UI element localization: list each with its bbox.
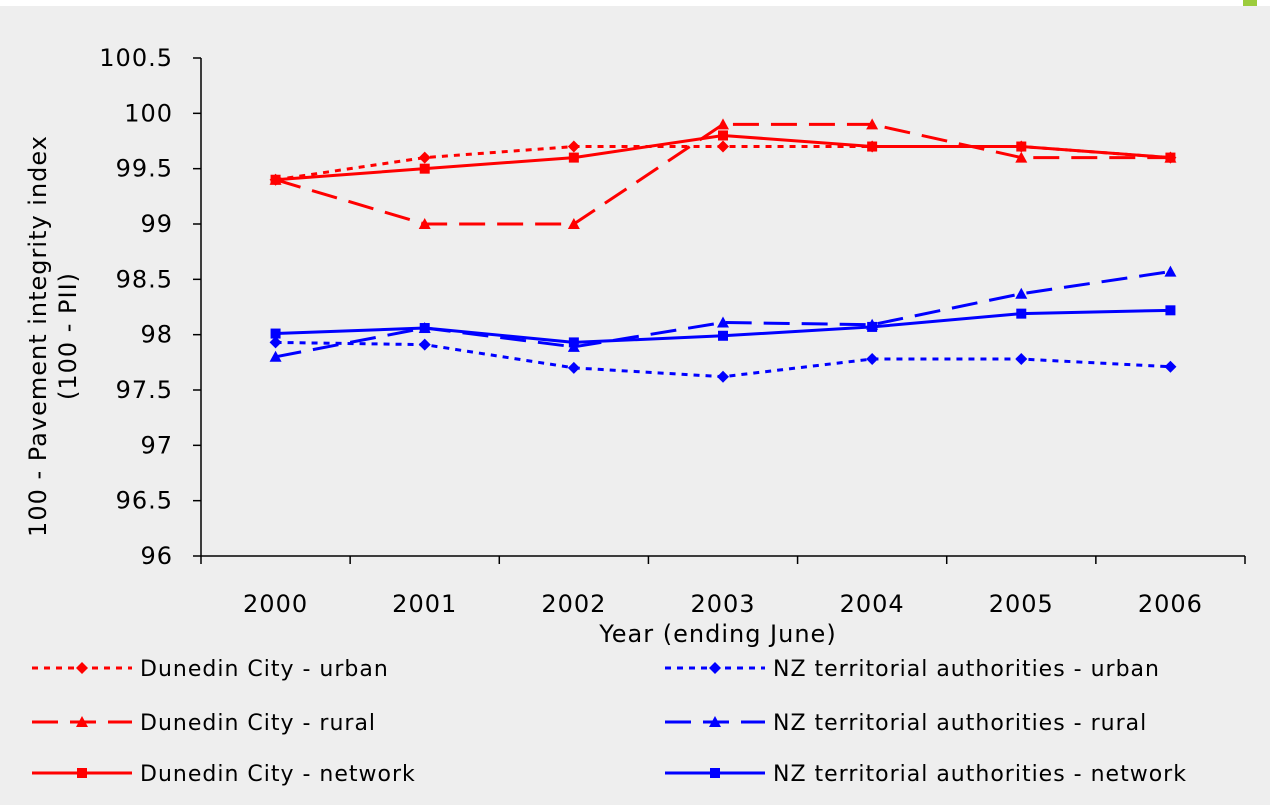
data-point-marker [1164, 360, 1177, 373]
data-point-marker [866, 118, 879, 130]
data-point-marker [1164, 265, 1177, 277]
data-point-marker [1015, 353, 1028, 366]
legend-item: Dunedin City - rural [32, 711, 376, 736]
data-point-marker [867, 321, 878, 332]
axes: 96 96.5 97 97.5 98 98.5 99 99.5 100 100.5 2000 2001… [99, 44, 1246, 618]
y-tick-label: 96.5 [116, 487, 173, 515]
legend-label: NZ territorial authorities - network [773, 762, 1187, 787]
legend-swatch-marker [709, 662, 721, 674]
legend-label: NZ territorial authorities - rural [773, 711, 1147, 736]
data-point-marker [418, 338, 431, 351]
legend-label: Dunedin City - rural [140, 711, 376, 736]
data-point-marker [419, 323, 430, 334]
y-axis-title-line2: (100 - PII) [54, 272, 82, 400]
y-tick-label: 100.5 [99, 44, 173, 72]
data-point-marker [717, 370, 729, 383]
y-tick-label: 97 [140, 431, 173, 459]
data-point-marker [1016, 308, 1027, 319]
legend-swatch-marker [77, 768, 87, 778]
data-point-marker [269, 350, 282, 362]
data-point-marker [419, 163, 430, 174]
x-tick-label: 2003 [690, 590, 755, 618]
legend-item: Dunedin City - urban [32, 657, 389, 682]
data-point-marker [1015, 151, 1028, 163]
legend-item: NZ territorial authorities - rural [665, 711, 1147, 736]
data-point-marker [717, 140, 729, 153]
x-tick-label: 2005 [989, 590, 1054, 618]
y-tick-label: 97.5 [116, 376, 173, 404]
top-strip [0, 0, 1270, 6]
data-point-marker [1165, 152, 1176, 163]
legend: Dunedin City - urban Dunedin City - rural… [32, 657, 1187, 787]
x-tick-label: 2002 [541, 590, 606, 618]
y-tick-label: 98 [140, 321, 173, 349]
series-4 [269, 336, 1177, 383]
series-6 [270, 305, 1176, 348]
top-accent-mark [1243, 0, 1257, 6]
data-point-marker [1016, 141, 1027, 152]
y-tick-label: 99.5 [116, 155, 173, 183]
data-point-marker [568, 152, 579, 163]
data-point-marker [270, 328, 281, 339]
x-tick-label: 2006 [1138, 590, 1203, 618]
y-tick-label: 100 [124, 99, 173, 127]
legend-swatch-marker [76, 662, 88, 674]
data-point-marker [866, 353, 879, 366]
data-point-marker [567, 361, 580, 374]
y-tick-label: 99 [140, 210, 173, 238]
legend-item: Dunedin City - network [32, 762, 416, 787]
x-tick-label: 2004 [840, 590, 905, 618]
x-tick-label: 2000 [243, 590, 308, 618]
x-tick-label: 2001 [392, 590, 457, 618]
data-point-marker [717, 118, 729, 130]
legend-label: NZ territorial authorities - urban [773, 657, 1160, 682]
legend-swatch-marker [710, 768, 720, 778]
legend-item: NZ territorial authorities - urban [665, 657, 1160, 682]
data-point-marker [718, 330, 728, 341]
legend-swatch-marker [76, 716, 88, 727]
data-point-marker [1165, 305, 1176, 316]
legend-swatch-marker [709, 716, 721, 727]
legend-item: NZ territorial authorities - network [665, 762, 1187, 787]
series-3 [270, 130, 1176, 185]
data-point-marker [867, 141, 878, 152]
data-point-marker [270, 174, 281, 185]
y-tick-label: 98.5 [116, 265, 173, 293]
data-point-marker [568, 337, 579, 348]
x-axis-title: Year (ending June) [598, 620, 836, 648]
data-point-marker [718, 130, 728, 141]
y-axis-title-line1: 100 - Pavement integrity index [24, 135, 52, 537]
data-point-marker [418, 218, 431, 229]
legend-label: Dunedin City - network [140, 762, 416, 787]
data-point-marker [717, 316, 729, 328]
y-tick-label: 96 [140, 542, 173, 570]
data-point-marker [567, 140, 580, 153]
data-point-marker [1015, 287, 1028, 299]
series-layer [269, 118, 1177, 383]
data-point-marker [269, 336, 282, 349]
legend-label: Dunedin City - urban [140, 657, 389, 682]
data-point-marker [418, 151, 431, 164]
data-point-marker [567, 218, 580, 229]
